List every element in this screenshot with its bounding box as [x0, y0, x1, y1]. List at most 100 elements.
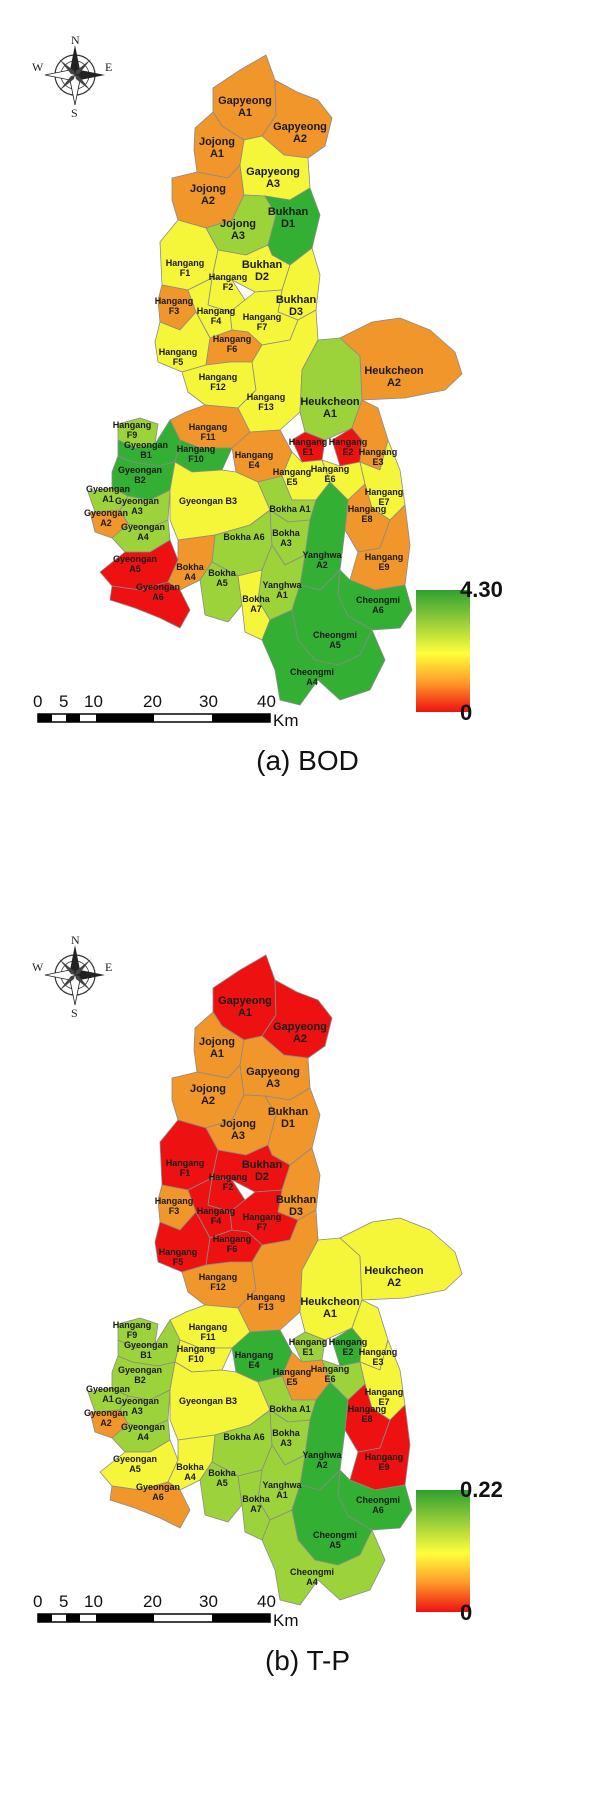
label-gapyeong-a1: Gapyeong A1 — [218, 995, 272, 1019]
region-hangang-e1[interactable] — [291, 1331, 326, 1363]
region-label-line: Heukcheon — [364, 1265, 424, 1277]
region-label-line: A3 — [266, 178, 280, 190]
region-label-line: Hangang — [199, 1272, 238, 1282]
label-hangang-e4: Hangang E4 — [235, 1350, 274, 1370]
region-label-line: Bukhan — [276, 1194, 317, 1206]
region-gyeongan-a6[interactable] — [109, 581, 191, 629]
label-gyeongan-a5: Gyeongan A5 — [113, 1454, 157, 1474]
label-cheongmi-a4: Cheongmi A4 — [290, 667, 334, 687]
region-label-line: A4 — [137, 1432, 149, 1442]
region-label-line: Yanghwa — [262, 580, 302, 590]
label-hangang-e7: Hangang E7 — [365, 487, 404, 507]
region-label-line: Gyeongan — [115, 496, 159, 506]
label-jojong-a1: Jojong A1 — [199, 1036, 235, 1060]
region-label-line: Gyeongan — [86, 1384, 130, 1394]
label-hangang-e2: Hangang E2 — [329, 437, 368, 457]
region-label-line: A6 — [152, 592, 164, 602]
label-hangang-f9: Hangang F9 — [113, 420, 152, 440]
region-heukcheon-a2[interactable] — [339, 1217, 463, 1301]
label-hangang-f2: Hangang F2 — [209, 272, 248, 292]
region-label-line: Cheongmi — [313, 630, 357, 640]
region-label-line: Bokha — [208, 568, 237, 578]
map-panel-tp: N S E W — [0, 900, 615, 1805]
label-bokha-a3: Bokha A3 — [272, 528, 301, 548]
region-label-line: Hangang — [166, 258, 205, 268]
region-gyeongan-a6[interactable] — [109, 1481, 191, 1529]
label-gyeongan-b1: Gyeongan B1 — [124, 1340, 168, 1360]
region-hangang-e1[interactable] — [291, 431, 326, 463]
region-label-line: B1 — [140, 450, 152, 460]
region-label-line: F13 — [258, 1302, 274, 1312]
region-cheongmi-a4[interactable] — [261, 609, 386, 706]
label-cheongmi-a6: Cheongmi A6 — [356, 595, 400, 615]
region-label-line: Hangang — [177, 444, 216, 454]
region-label-line: Hangang — [289, 437, 328, 447]
label-bokha-a4: Bokha A4 — [176, 1462, 205, 1482]
region-label-line: Hangang — [247, 392, 286, 402]
region-label-line: A2 — [316, 560, 328, 570]
region-label-line: F12 — [210, 1282, 226, 1292]
label-hangang-e6: Hangang E6 — [311, 1364, 350, 1384]
label-bokha-a4: Bokha A4 — [176, 562, 205, 582]
scale-tick-40: 40 — [257, 1592, 276, 1611]
region-label-line: Hangang — [209, 1172, 248, 1182]
label-gyeongan-a4: Gyeongan A4 — [121, 1422, 165, 1442]
label-hangang-f9: Hangang F9 — [113, 1320, 152, 1340]
label-hangang-e1: Hangang E1 — [289, 1337, 328, 1357]
region-label-line: Gyeongan B3 — [179, 496, 237, 506]
region-label-line: Hangang — [235, 1350, 274, 1360]
region-label-line: Heukcheon — [300, 1296, 360, 1308]
region-label-line: A4 — [137, 532, 149, 542]
label-heukcheon-a2: Heukcheon A2 — [364, 365, 424, 389]
region-label-line: Hangang — [159, 347, 198, 357]
label-hangang-f6: Hangang F6 — [213, 334, 252, 354]
region-label-line: A3 — [231, 230, 245, 242]
region-label-line: D1 — [281, 218, 295, 230]
region-label-line: Jojong — [220, 218, 256, 230]
region-label-line: Gyeongan — [84, 508, 128, 518]
compass-w-label: W — [32, 60, 44, 74]
region-label-line: Hangang — [155, 1196, 194, 1206]
region-label-line: A5 — [329, 640, 341, 650]
region-bokha-a4[interactable] — [167, 1434, 216, 1491]
region-label-line: A1 — [323, 408, 337, 420]
region-label-line: Hangang — [365, 487, 404, 497]
label-gapyeong-a2: Gapyeong A2 — [273, 1021, 327, 1045]
label-yanghwa-a1: Yanghwa A1 — [262, 580, 302, 600]
region-cheongmi-a4[interactable] — [261, 1509, 386, 1606]
region-label-line: Bokha A1 — [269, 504, 310, 514]
region-label-line: Gyeongan — [121, 522, 165, 532]
region-heukcheon-a2[interactable] — [339, 317, 463, 401]
legend-max-label: 4.30 — [460, 577, 503, 602]
label-gyeongan-a2: Gyeongan A2 — [84, 1408, 128, 1428]
region-label-line: Hangang — [247, 1292, 286, 1302]
label-gyeongan-b2: Gyeongan B2 — [118, 465, 162, 485]
scale-tick-10: 10 — [84, 692, 103, 711]
region-label-line: Gapyeong — [246, 1066, 300, 1078]
region-label-line: E9 — [378, 1462, 389, 1472]
region-label-line: E2 — [342, 1347, 353, 1357]
label-hangang-f4: Hangang F4 — [197, 306, 236, 326]
region-label-line: A1 — [323, 1308, 337, 1320]
region-label-line: Bukhan — [242, 259, 283, 271]
label-hangang-f12: Hangang F12 — [199, 372, 238, 392]
label-hangang-e8: Hangang E8 — [348, 1404, 387, 1424]
region-bokha-a4[interactable] — [167, 534, 216, 591]
region-label-line: A5 — [329, 1540, 341, 1550]
region-label-line: Bukhan — [268, 1106, 309, 1118]
label-bokha-a3: Bokha A3 — [272, 1428, 301, 1448]
region-label-line: Gyeongan — [121, 1422, 165, 1432]
region-label-line: F4 — [211, 1216, 222, 1226]
region-label-line: Jojong — [199, 136, 235, 148]
region-label-line: Gyeongan — [84, 1408, 128, 1418]
label-gyeongan-a1: Gyeongan A1 — [86, 484, 130, 504]
region-label-line: Hangang — [289, 1337, 328, 1347]
region-label-line: E6 — [324, 1374, 335, 1384]
region-label-line: E4 — [248, 460, 259, 470]
region-label-line: F12 — [210, 382, 226, 392]
region-label-line: Gyeongan — [113, 554, 157, 564]
region-label-line: A6 — [372, 605, 384, 615]
region-label-line: F5 — [173, 1257, 184, 1267]
region-label-line: E5 — [286, 1377, 297, 1387]
scale-tick-10: 10 — [84, 1592, 103, 1611]
